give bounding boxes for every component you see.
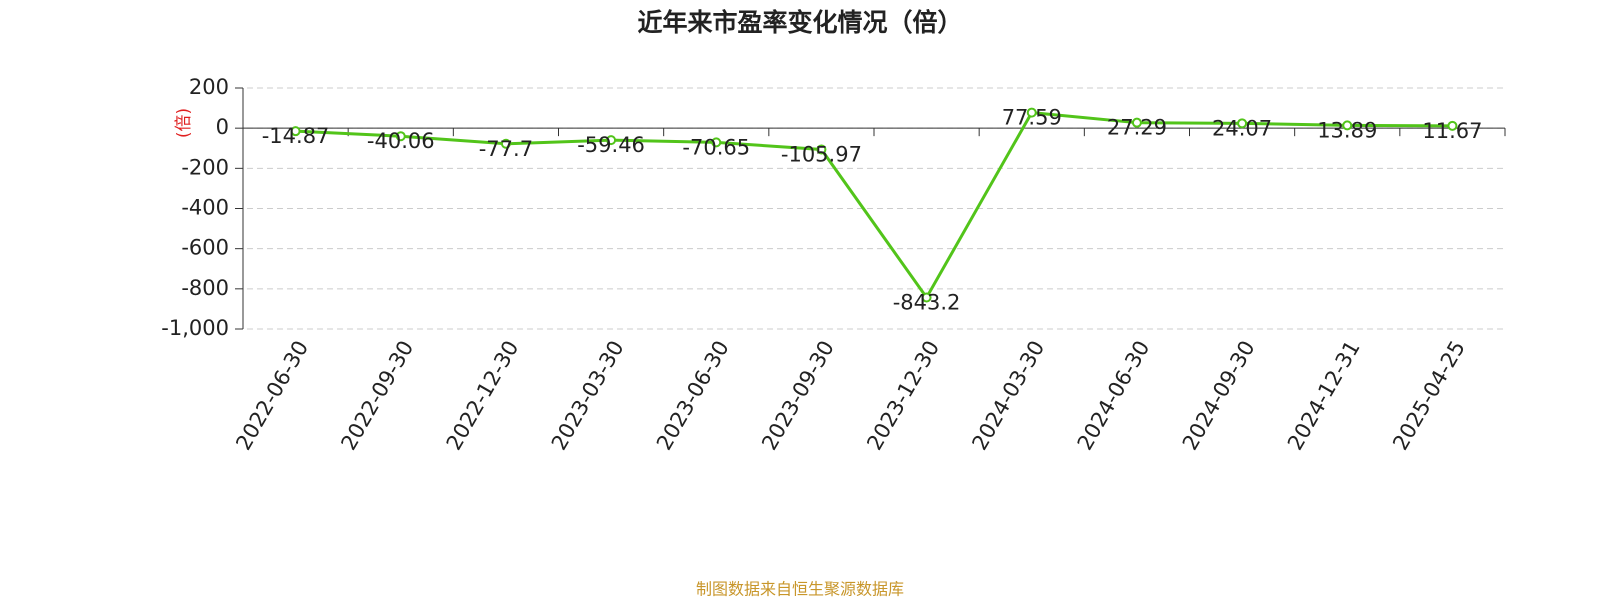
data-point: [500, 138, 511, 149]
data-label: -843.2: [893, 291, 961, 315]
data-point: [816, 144, 827, 155]
line-series: [295, 110, 1453, 301]
data-point: [1131, 117, 1142, 128]
y-tick-label: -800: [181, 276, 229, 300]
y-tick-label: -200: [181, 155, 229, 179]
x-tick-label: 2023-09-30: [757, 337, 839, 455]
x-tick-label: 2023-12-30: [862, 337, 944, 455]
data-point: [290, 126, 301, 137]
data-point: [1447, 120, 1458, 131]
data-point: [395, 131, 406, 142]
x-tick-label: 2022-12-30: [442, 337, 524, 455]
data-label: 77.59: [1002, 106, 1062, 130]
data-label: -77.7: [479, 137, 533, 161]
x-tick-label: 2023-06-30: [652, 337, 734, 455]
data-label: 11.67: [1422, 119, 1482, 143]
chart-title: 近年来市盈率变化情况（倍）: [637, 8, 962, 37]
data-label: 24.07: [1212, 116, 1272, 140]
data-point: [1026, 107, 1037, 118]
y-axis-label: (倍): [174, 108, 194, 138]
x-tick-label: 2024-06-30: [1073, 337, 1155, 455]
y-tick-label: 0: [216, 115, 229, 139]
x-tick-label: 2024-09-30: [1178, 337, 1260, 455]
data-point: [606, 135, 617, 146]
x-tick-label: 2025-04-25: [1388, 337, 1470, 455]
y-tick-label: -1,000: [161, 316, 229, 340]
x-tick-label: 2022-06-30: [231, 337, 313, 455]
y-tick-label: 200: [189, 75, 229, 99]
data-point: [921, 292, 932, 303]
data-label: 27.29: [1107, 116, 1167, 140]
y-tick-label: -600: [181, 236, 229, 260]
y-tick-label: -400: [181, 196, 229, 220]
data-label: 13.89: [1317, 118, 1377, 142]
data-point: [711, 137, 722, 148]
data-point: [1237, 118, 1248, 129]
footer: 制图数据来自恒生聚源数据库: [696, 580, 904, 599]
x-tick-label: 2024-03-30: [967, 337, 1049, 455]
data-label: -14.87: [262, 124, 330, 148]
x-tick-label: 2023-03-30: [547, 337, 629, 455]
data-label: -105.97: [781, 142, 862, 166]
data-label: -70.65: [682, 135, 750, 159]
x-tick-label: 2022-09-30: [336, 337, 418, 455]
data-point: [1342, 120, 1353, 131]
data-label: -40.06: [367, 129, 435, 153]
data-label: -59.46: [577, 133, 645, 157]
x-tick-label: 2024-12-31: [1283, 337, 1365, 455]
